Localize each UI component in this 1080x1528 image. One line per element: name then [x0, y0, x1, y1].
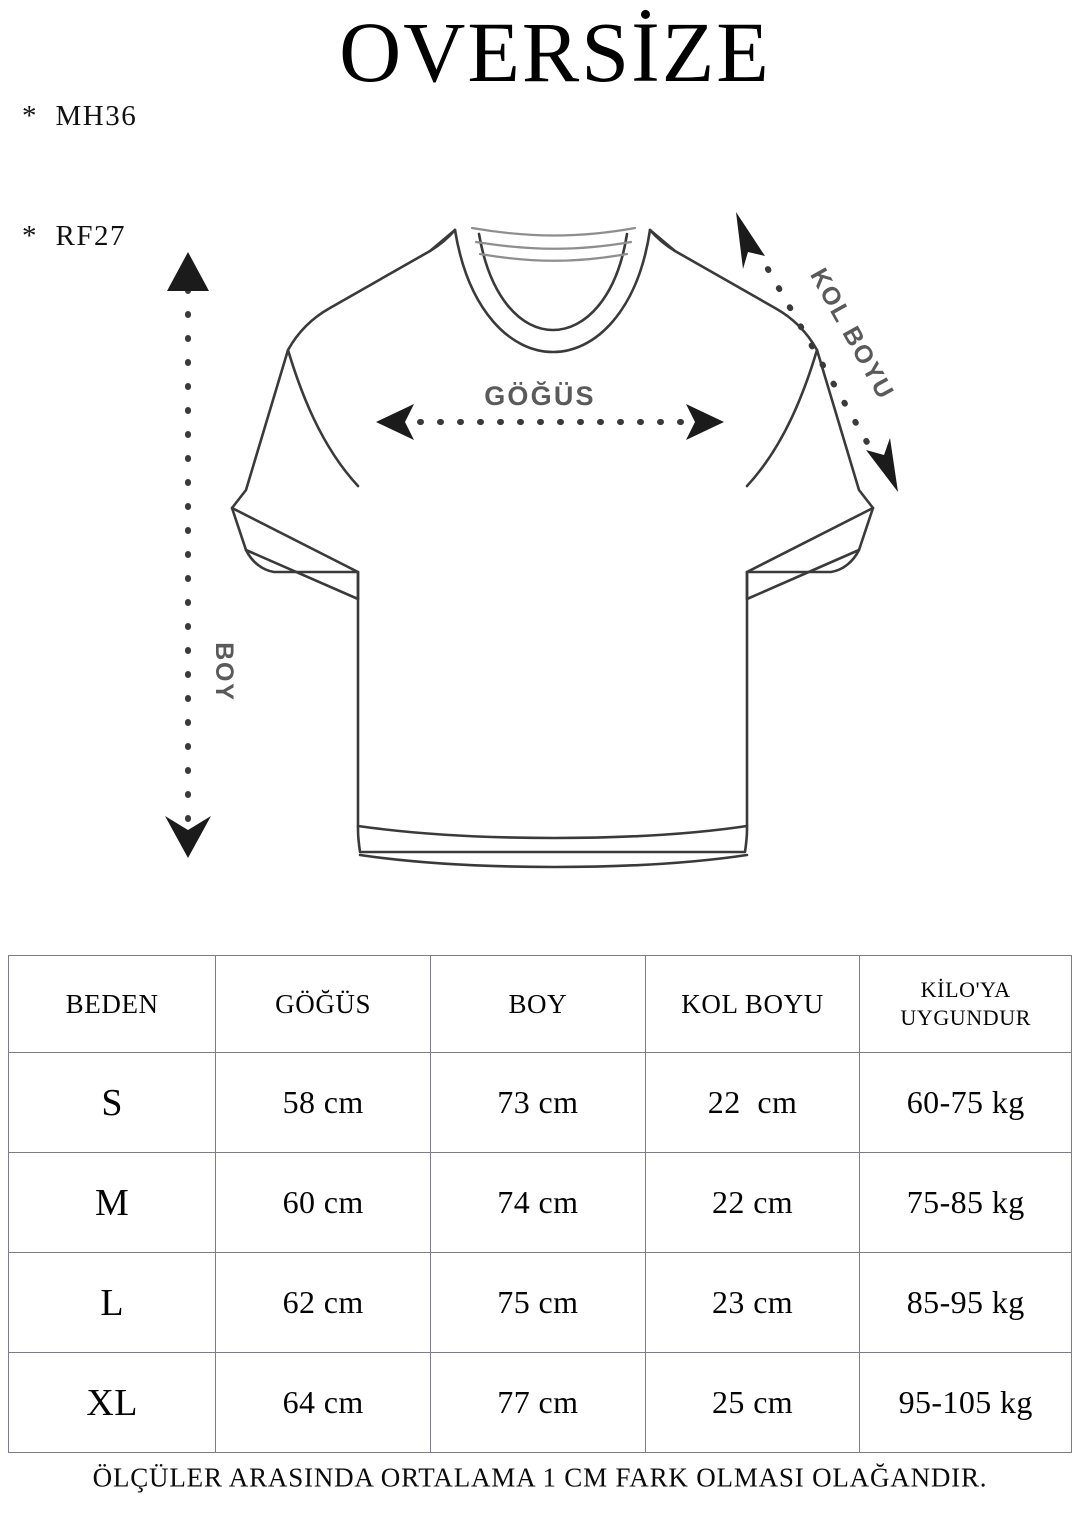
cell-kol-boyu: 25 cm — [644, 1352, 861, 1453]
cell-kilo: 95-105 kg — [859, 1352, 1072, 1453]
cell-boy: 77 cm — [430, 1352, 646, 1453]
header-beden: BEDEN — [7, 955, 217, 1053]
cell-beden: XL — [7, 1352, 217, 1453]
sleeve-label: KOL BOYU — [804, 264, 899, 405]
cell-boy: 74 cm — [430, 1152, 646, 1253]
header-boy: BOY — [430, 955, 646, 1053]
cell-kilo: 75-85 kg — [859, 1152, 1072, 1253]
cell-gogus: 62 cm — [215, 1252, 431, 1353]
cell-kilo: 60-75 kg — [859, 1052, 1072, 1153]
cell-kol-boyu: 22 cm — [644, 1152, 861, 1253]
chest-measure-arrow — [376, 404, 724, 440]
header-kilo-line1: KİLO'YA — [920, 977, 1011, 1002]
table-row: XL 64 cm 77 cm 25 cm 95-105 kg — [7, 1352, 1072, 1453]
cell-kol-boyu: 23 cm — [644, 1252, 861, 1353]
measurement-disclaimer: ÖLÇÜLER ARASINDA ORTALAMA 1 CM FARK OLMA… — [92, 1462, 988, 1493]
length-label: BOY — [210, 642, 238, 702]
page-title: OVERSİZE — [339, 4, 771, 100]
cell-beden: S — [7, 1052, 217, 1153]
header-kilo-uygundur: KİLO'YA UYGUNDUR — [859, 955, 1072, 1053]
cell-boy: 73 cm — [430, 1052, 646, 1153]
table-row: S 58 cm 73 cm 22 cm 60-75 kg — [7, 1052, 1072, 1153]
product-code-2: * RF27 — [22, 220, 126, 252]
header-kilo-line2: UYGUNDUR — [900, 1005, 1032, 1030]
chest-label: GÖĞÜS — [484, 380, 596, 411]
product-codes: * MH36 * RF27 — [22, 16, 137, 296]
table-row: M 60 cm 74 cm 22 cm 75-85 kg — [7, 1152, 1072, 1253]
tshirt-outline — [230, 228, 875, 869]
header-kol-boyu: KOL BOYU — [644, 955, 861, 1053]
table-row: L 62 cm 75 cm 23 cm 85-95 kg — [7, 1252, 1072, 1353]
cell-gogus: 58 cm — [215, 1052, 431, 1153]
header-gogus: GÖĞÜS — [215, 955, 431, 1053]
cell-beden: M — [7, 1152, 217, 1253]
size-chart-table: BEDEN GÖĞÜS BOY KOL BOYU KİLO'YA UYGUNDU… — [7, 955, 1072, 1453]
sleeve-measure-arrow — [736, 212, 898, 492]
cell-kilo: 85-95 kg — [859, 1252, 1072, 1353]
length-measure-arrow — [165, 252, 211, 858]
cell-gogus: 60 cm — [215, 1152, 431, 1253]
cell-gogus: 64 cm — [215, 1352, 431, 1453]
collar — [428, 226, 677, 354]
table-header-row: BEDEN GÖĞÜS BOY KOL BOYU KİLO'YA UYGUNDU… — [7, 955, 1072, 1053]
product-code-1: * MH36 — [22, 100, 138, 132]
cell-beden: L — [7, 1252, 217, 1353]
cell-boy: 75 cm — [430, 1252, 646, 1353]
cell-kol-boyu: 22 cm — [644, 1052, 861, 1153]
tshirt-diagram: GÖĞÜS BOY KOL BOYU — [0, 190, 1080, 890]
